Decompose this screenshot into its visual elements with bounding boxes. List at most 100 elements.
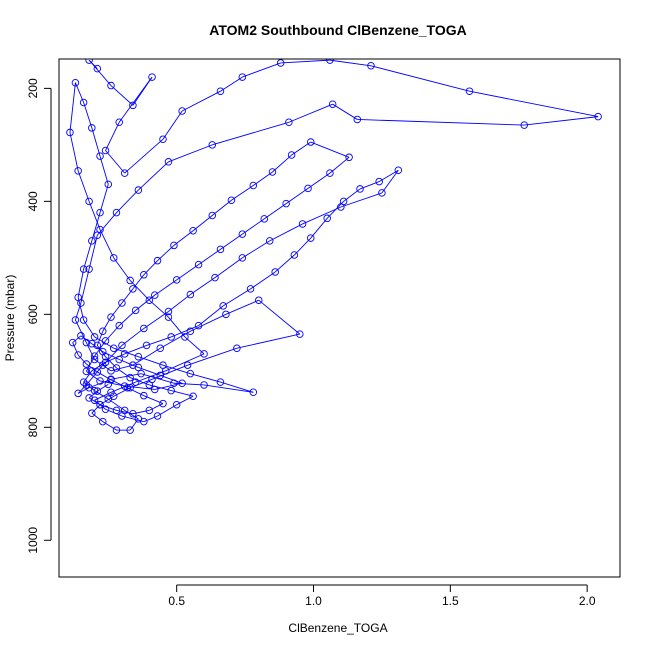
data-point	[307, 234, 315, 242]
data-point	[115, 321, 123, 330]
series-segment	[231, 185, 254, 201]
plot-area	[66, 59, 602, 434]
series-segment	[69, 132, 79, 171]
series-segment	[171, 325, 199, 338]
series-segment	[340, 192, 383, 208]
data-point	[323, 214, 331, 223]
y-axis-label: Pressure (mbar)	[3, 275, 17, 362]
data-point	[129, 285, 137, 293]
data-point	[101, 405, 110, 413]
data-point	[172, 400, 181, 409]
series-segment	[91, 127, 101, 157]
series-segment	[357, 118, 525, 126]
data-point	[90, 333, 99, 341]
series-segment	[83, 102, 93, 129]
data-point	[101, 146, 110, 155]
data-point	[233, 344, 241, 352]
data-point	[194, 260, 203, 269]
data-point	[71, 316, 80, 324]
data-point	[93, 368, 102, 376]
series-segment	[110, 373, 142, 380]
series-segment	[272, 154, 292, 173]
data-point	[167, 386, 175, 395]
series-segment	[121, 328, 145, 346]
series-segment	[168, 316, 186, 338]
data-point	[137, 369, 145, 378]
data-point	[227, 196, 236, 204]
series-segment	[274, 254, 295, 273]
data-point	[216, 87, 225, 95]
data-point	[145, 381, 154, 389]
data-point	[164, 307, 173, 316]
series-segment	[160, 330, 191, 349]
series-segment	[280, 59, 330, 64]
data-point	[112, 208, 121, 217]
series-segment	[524, 116, 599, 126]
data-point	[594, 112, 602, 121]
data-point	[375, 177, 383, 186]
series-segment	[381, 170, 399, 194]
series-segment	[86, 371, 101, 382]
data-point	[153, 412, 162, 420]
data-point	[307, 138, 315, 146]
data-point	[68, 338, 77, 347]
series-segment	[118, 76, 153, 123]
series-segment	[113, 257, 131, 281]
data-point	[104, 395, 113, 403]
data-point	[194, 321, 203, 330]
series-segment	[160, 374, 183, 384]
data-point	[118, 341, 126, 350]
series-segment	[291, 141, 312, 156]
series-segment	[91, 404, 101, 414]
data-point	[282, 199, 290, 208]
series-segment	[198, 248, 221, 265]
data-point	[74, 389, 82, 398]
series-segment	[173, 230, 194, 246]
data-point	[271, 268, 279, 276]
series-segment	[165, 353, 205, 372]
series-segment	[154, 279, 177, 296]
data-point	[159, 135, 167, 143]
data-point	[296, 330, 304, 338]
data-point	[107, 313, 115, 321]
series-segment	[198, 305, 224, 326]
data-point	[238, 73, 247, 81]
data-point	[167, 333, 175, 341]
series-segment	[124, 138, 164, 174]
series-segment	[225, 299, 259, 315]
series-segment	[110, 381, 136, 393]
data-point	[109, 254, 118, 262]
series-segment	[211, 199, 232, 216]
data-point	[216, 378, 225, 386]
data-point	[145, 296, 154, 304]
series-segment	[83, 370, 93, 383]
data-point	[85, 59, 93, 64]
x-tick-label: 1.0	[305, 594, 322, 608]
series-segment	[190, 313, 227, 332]
data-point	[88, 409, 96, 417]
data-point	[255, 296, 263, 304]
series-segment	[146, 336, 172, 346]
series-segment	[72, 335, 82, 343]
series-segment	[149, 299, 169, 318]
series-segment	[80, 269, 90, 304]
series-segment	[85, 355, 95, 372]
data-point	[93, 387, 102, 395]
data-point	[268, 168, 277, 176]
data-point	[189, 226, 197, 235]
series-segment	[116, 189, 139, 213]
series-segment	[307, 172, 331, 189]
data-point	[120, 169, 129, 177]
data-point	[465, 87, 474, 95]
series-segment	[294, 237, 312, 256]
data-point	[88, 124, 96, 132]
data-point	[285, 118, 293, 127]
series-segment	[77, 297, 85, 321]
data-point	[326, 169, 334, 177]
data-point	[200, 350, 208, 358]
series-segment	[469, 90, 599, 118]
data-point	[74, 293, 82, 302]
data-point	[82, 367, 91, 376]
series-segment	[124, 409, 139, 420]
series-segment	[91, 412, 104, 423]
